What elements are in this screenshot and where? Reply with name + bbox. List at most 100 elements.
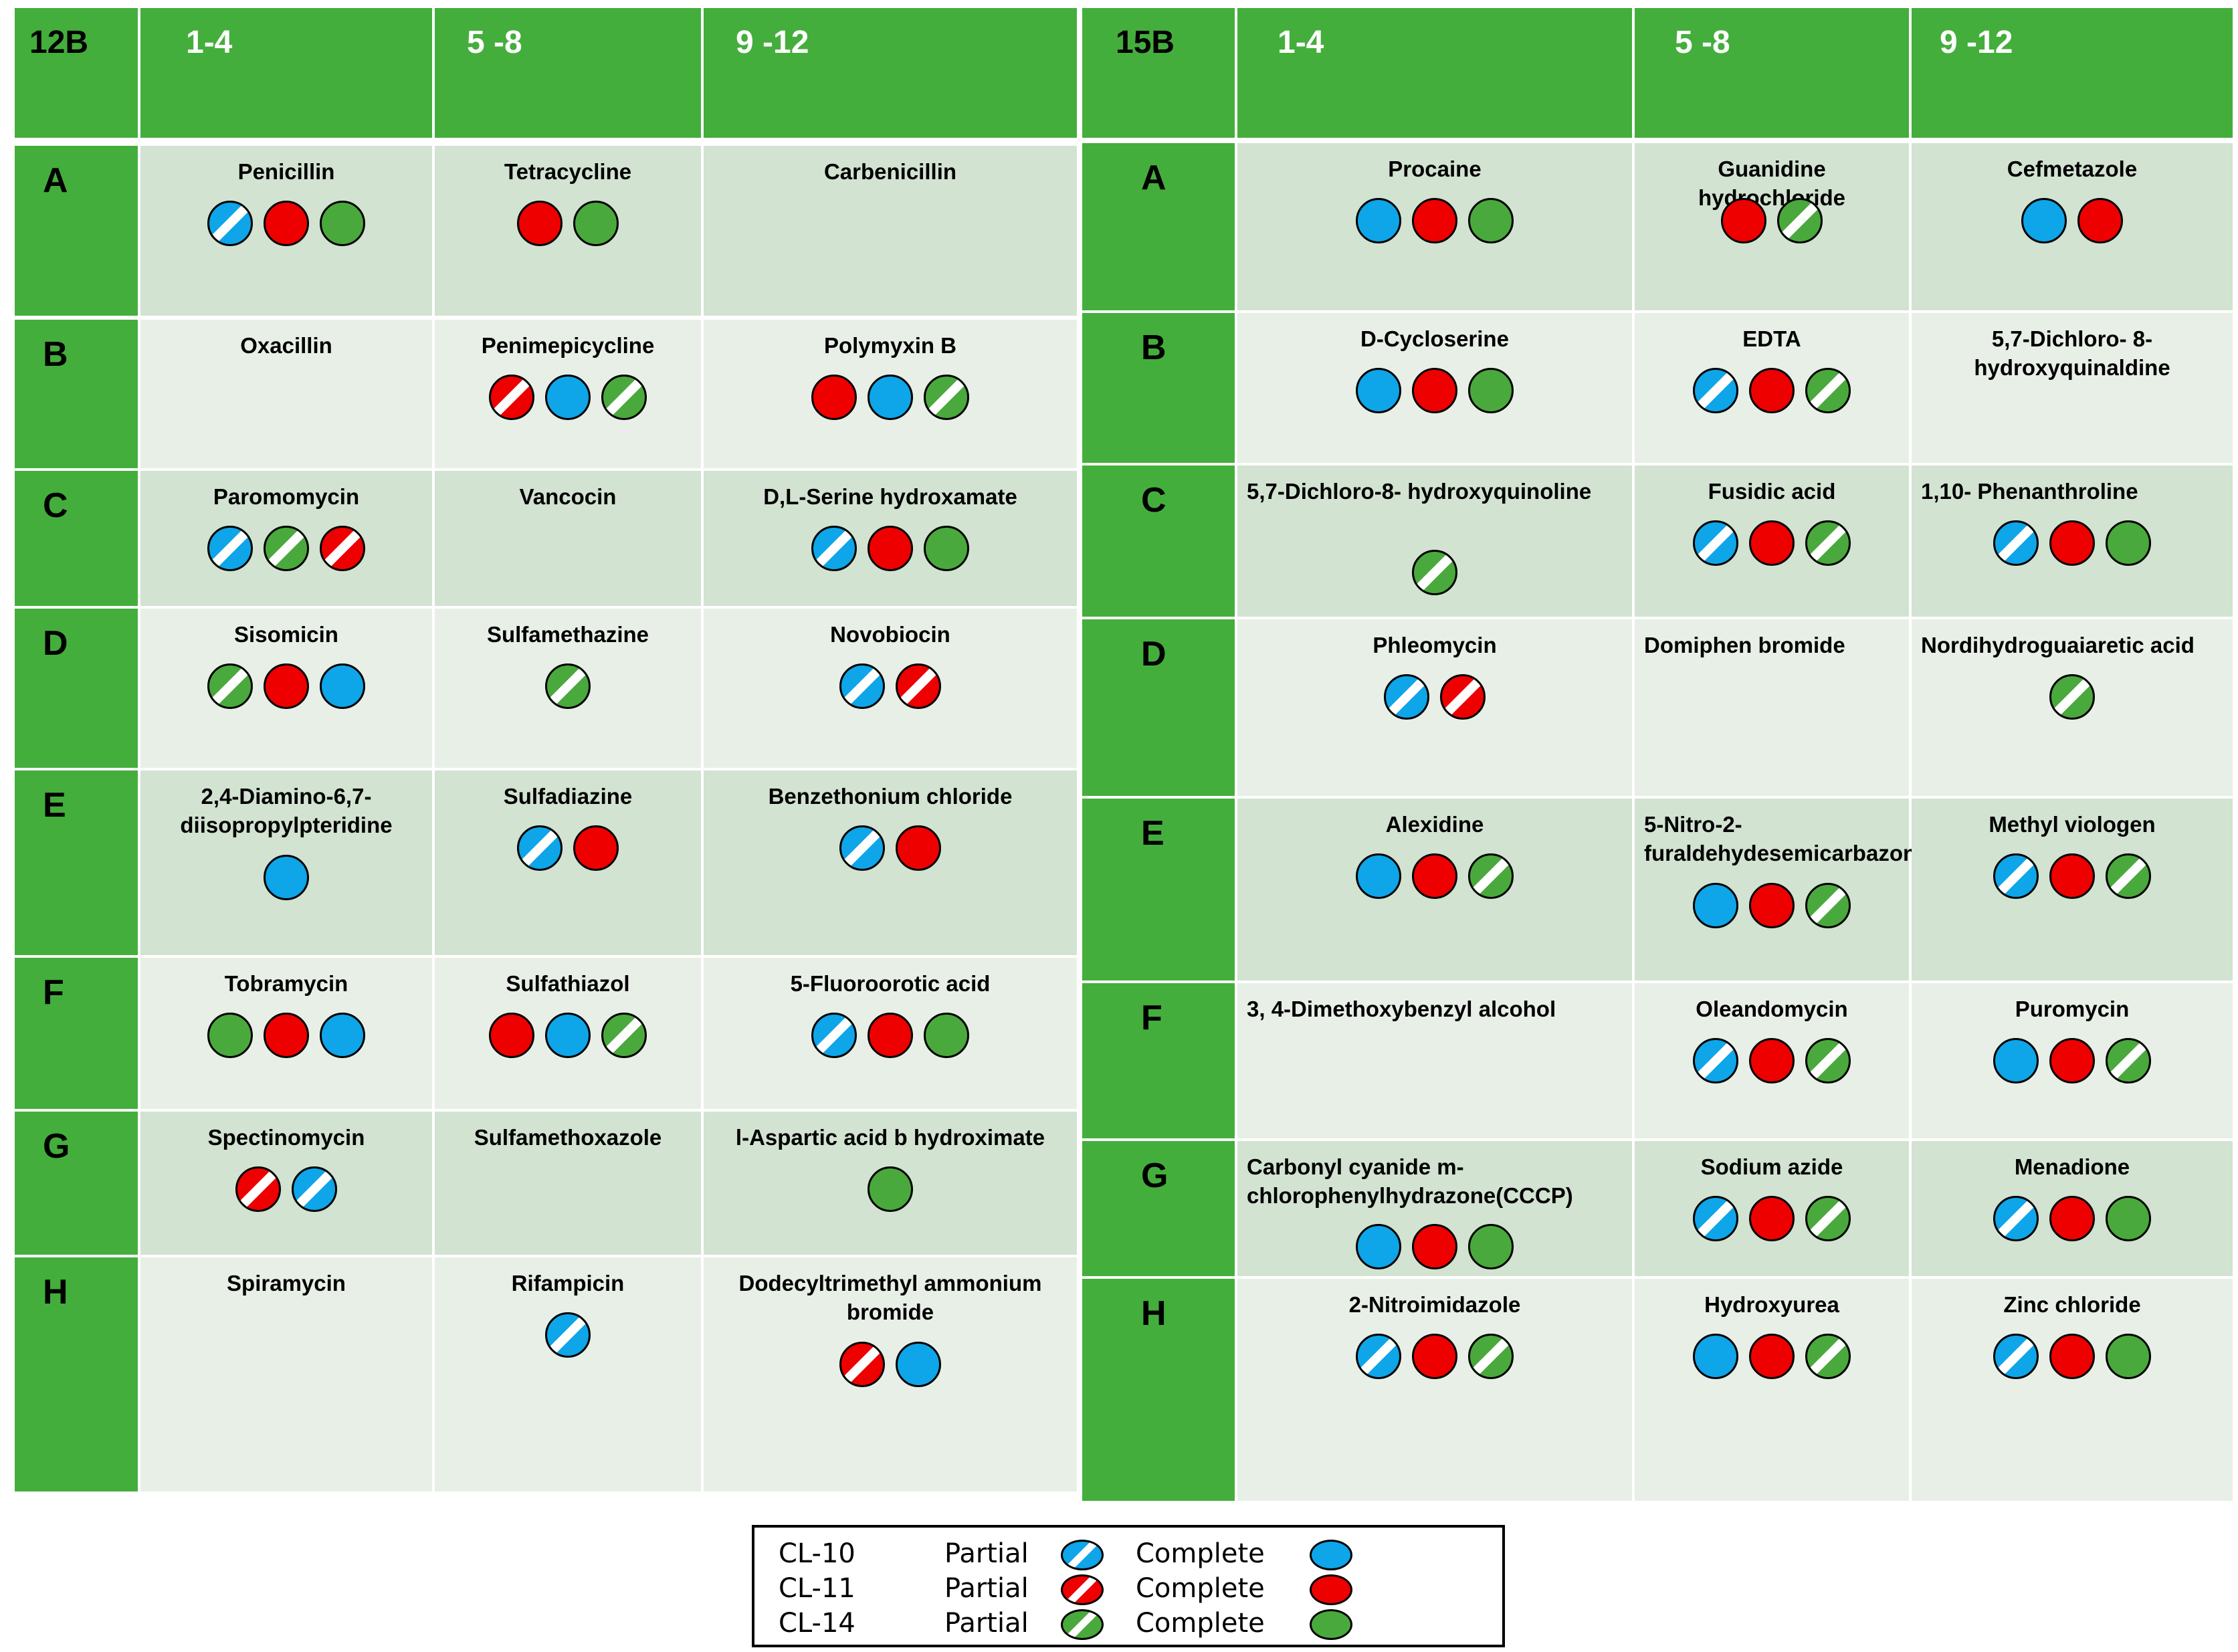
row-label-b: B (1082, 313, 1235, 463)
cl-14-partial-marker (1805, 368, 1851, 413)
cl-14-partial-marker (1777, 198, 1823, 243)
legend-complete-swatch (1310, 1609, 1352, 1640)
cl-11-complete-marker (1412, 853, 1457, 899)
cl-11-complete-marker (2049, 1196, 2095, 1241)
cl-10-partial-marker (1384, 674, 1429, 720)
row-label-g: G (15, 1112, 138, 1255)
column-header-5-8: 5 -8 (435, 8, 701, 138)
compound-name: Benzethonium chloride (768, 784, 1013, 809)
compound-name: Penicillin (237, 159, 335, 184)
compound-cell: Oxacillin (140, 320, 432, 468)
compound-cell: Tetracycline (435, 146, 701, 316)
compound-cell: Zinc chloride (1912, 1279, 2233, 1501)
compound-name: Cefmetazole (2007, 157, 2138, 181)
marker-group (1693, 1196, 1851, 1241)
compound-name: Sulfamethazine (486, 622, 649, 647)
compound-cell: Paromomycin (140, 471, 432, 606)
compound-name: Domiphen bromide (1644, 633, 1845, 657)
compound-name: Spiramycin (227, 1271, 346, 1296)
compound-name: Vancocin (519, 484, 617, 509)
cl-14-complete-marker (2106, 1334, 2151, 1379)
compound-name: Sodium azide (1700, 1154, 1843, 1179)
cl-14-partial-marker (207, 663, 253, 709)
row-label-g: G (1082, 1141, 1235, 1276)
compound-name: 2,4-Diamino-6,7-diisopropylpteridine (180, 784, 393, 837)
compound-cell: 2,4-Diamino-6,7-diisopropylpteridine (140, 770, 432, 955)
compound-name: 5-Nitro-2-furaldehydesemicarbazone (1644, 812, 1929, 865)
cl-11-complete-marker (2049, 1334, 2095, 1379)
cl-10-partial-marker (1356, 1334, 1401, 1379)
compound-cell: Sulfathiazol (435, 958, 701, 1109)
legend-partial-label: Partial (944, 1573, 1029, 1604)
cl-10-complete-marker (545, 1013, 591, 1058)
cl-14-partial-marker (2106, 1038, 2151, 1083)
marker-group (1356, 198, 1514, 243)
cl-14-partial-marker (1468, 853, 1514, 899)
legend-strain: CL-14 (779, 1608, 855, 1639)
cl-14-partial-marker (2106, 853, 2151, 899)
cl-14-complete-marker (924, 526, 969, 571)
legend-partial-label: Partial (944, 1538, 1029, 1569)
compound-cell: Oleandomycin (1635, 983, 1909, 1138)
cl-10-complete-marker (1693, 883, 1738, 928)
cl-10-complete-marker (320, 663, 365, 709)
cl-11-complete-marker (1412, 198, 1457, 243)
cl-14-partial-marker (1805, 1038, 1851, 1083)
marker-group (2021, 198, 2123, 243)
marker-group (207, 663, 365, 709)
cl-14-complete-marker (573, 201, 619, 246)
compound-name: Oleandomycin (1696, 997, 1848, 1021)
legend-partial-swatch (1061, 1540, 1104, 1570)
compound-name: Sulfadiazine (503, 784, 633, 809)
cl-10-complete-marker (264, 855, 309, 900)
cl-14-partial-marker (1805, 1334, 1851, 1379)
compound-cell: 1,10- Phenanthroline (1912, 466, 2233, 617)
compound-cell: 5-Nitro-2-furaldehydesemicarbazone (1635, 799, 1929, 980)
cl-14-complete-marker (868, 1166, 913, 1212)
marker-group (839, 663, 941, 709)
marker-group (2049, 674, 2095, 720)
compound-name: Paromomycin (213, 484, 360, 509)
cl-10-complete-marker (320, 1013, 365, 1058)
cl-10-partial-marker (1693, 520, 1738, 566)
cl-10-complete-marker (1693, 1334, 1738, 1379)
marker-group (1993, 1334, 2151, 1379)
column-header-1-4: 1-4 (140, 8, 432, 138)
cl-10-partial-marker (207, 526, 253, 571)
compound-cell: Cefmetazole (1912, 143, 2233, 310)
compound-cell: 5-Fluoroorotic acid (704, 958, 1077, 1109)
cl-14-complete-marker (924, 1013, 969, 1058)
marker-group (839, 825, 941, 871)
row-label-h: H (1082, 1279, 1235, 1501)
compound-name: 5,7-Dichloro-8- hydroxyquinoline (1247, 479, 1592, 504)
compound-name: l-Aspartic acid b hydroximate (735, 1125, 1045, 1150)
compound-cell: 5,7-Dichloro- 8-hydroxyquinaldine (1912, 313, 2233, 463)
cl-10-partial-marker (1993, 853, 2039, 899)
compound-cell: Carbonyl cyanide m-chlorophenylhydrazone… (1237, 1141, 1632, 1276)
compound-cell: Benzethonium chloride (704, 770, 1077, 955)
compound-cell: Penicillin (140, 146, 432, 316)
marker-group (1693, 368, 1851, 413)
cl-14-partial-marker (601, 375, 647, 420)
marker-group (839, 1342, 941, 1387)
marker-group (207, 1013, 365, 1058)
cl-14-partial-marker (601, 1013, 647, 1058)
cl-10-partial-marker (517, 825, 563, 871)
legend-row-cl-10: CL-10 Partial Complete (754, 1538, 1502, 1572)
compound-name: Guanidine hydrochloride (1698, 157, 1846, 210)
compound-name: Novobiocin (830, 622, 950, 647)
cl-11-complete-marker (517, 201, 563, 246)
plate-label: 15B (1082, 8, 1235, 138)
cl-11-complete-marker (2077, 198, 2123, 243)
cl-11-complete-marker (573, 825, 619, 871)
cl-10-partial-marker (839, 663, 885, 709)
compound-cell: Polymyxin B (704, 320, 1077, 468)
legend-strain: CL-11 (779, 1573, 855, 1604)
compound-cell: Menadione (1912, 1141, 2233, 1276)
legend-partial-label: Partial (944, 1608, 1029, 1639)
compound-name: Sulfamethoxazole (474, 1125, 662, 1150)
cl-10-complete-marker (1356, 198, 1401, 243)
compound-name: 5,7-Dichloro- 8-hydroxyquinaldine (1974, 326, 2170, 380)
cl-11-partial-marker (489, 375, 534, 420)
cl-11-complete-marker (2049, 853, 2095, 899)
